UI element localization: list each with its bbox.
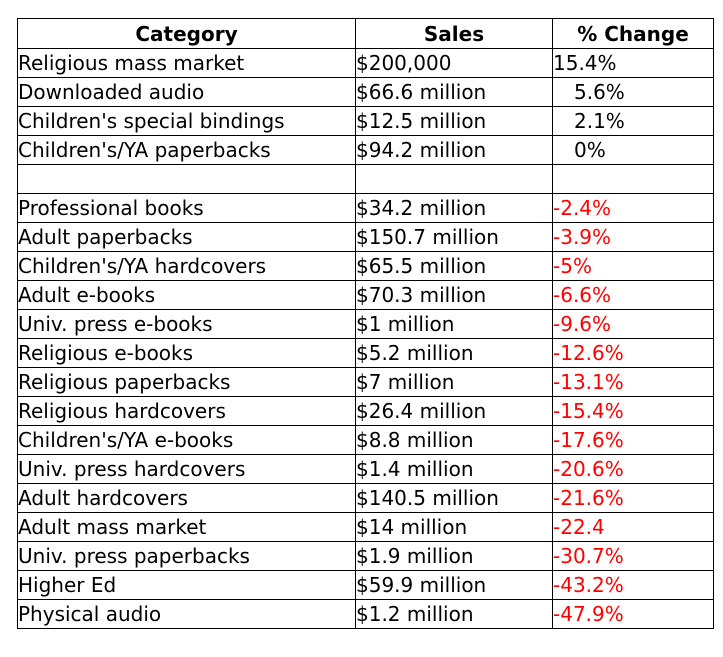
change-cell: -12.6% [552,338,714,368]
header-category: Category [17,18,356,49]
category-cell: Children's special bindings [17,106,356,136]
table-row: Adult mass market $14 million -22.4 [17,512,714,542]
header-change: % Change [552,18,714,49]
change-cell: 0% [552,135,714,165]
sales-cell: $59.9 million [355,570,553,600]
sales-cell: $7 million [355,367,553,397]
table-row: Adult e-books $70.3 million -6.6% [17,280,714,310]
table-row: Professional books $34.2 million -2.4% [17,193,714,223]
sales-cell: $1.4 million [355,454,553,484]
sales-cell: $12.5 million [355,106,553,136]
change-cell: -13.1% [552,367,714,397]
category-cell: Adult e-books [17,280,356,310]
sales-cell: $8.8 million [355,425,553,455]
table-row: Downloaded audio $66.6 million 5.6% [17,77,714,107]
category-cell: Children's/YA e-books [17,425,356,455]
change-cell: -3.9% [552,222,714,252]
change-cell: -20.6% [552,454,714,484]
table-row: Physical audio $1.2 million -47.9% [17,599,714,629]
sales-cell: $140.5 million [355,483,553,513]
sales-cell: $65.5 million [355,251,553,281]
table-row: Children's/YA paperbacks $94.2 million 0% [17,135,714,165]
table-row: Adult hardcovers $140.5 million -21.6% [17,483,714,513]
category-cell: Adult paperbacks [17,222,356,252]
change-cell: -15.4% [552,396,714,426]
change-cell: -30.7% [552,541,714,571]
sales-cell: $66.6 million [355,77,553,107]
sales-cell: $70.3 million [355,280,553,310]
change-cell: -6.6% [552,280,714,310]
category-cell: Children's/YA paperbacks [17,135,356,165]
header-sales: Sales [355,18,553,49]
category-cell: Univ. press hardcovers [17,454,356,484]
category-cell: Religious e-books [17,338,356,368]
table-row: Higher Ed $59.9 million -43.2% [17,570,714,600]
table-body: Religious mass market $200,000 15.4% Downlo… [17,48,714,629]
category-cell: Univ. press e-books [17,309,356,339]
category-cell: Adult hardcovers [17,483,356,513]
table-row: Univ. press e-books $1 million -9.6% [17,309,714,339]
header-row: Category Sales % Change [17,18,714,49]
table-row: Univ. press paperbacks $1.9 million -30.7% [17,541,714,571]
change-cell: -47.9% [552,599,714,629]
change-cell: 5.6% [552,77,714,107]
category-cell: Professional books [17,193,356,223]
sales-cell: $1 million [355,309,553,339]
table-row: Religious paperbacks $7 million -13.1% [17,367,714,397]
sales-cell [355,164,553,194]
change-cell: -2.4% [552,193,714,223]
table-row: Religious hardcovers $26.4 million -15.4% [17,396,714,426]
table-row: Religious mass market $200,000 15.4% [17,48,714,78]
sales-cell: $1.2 million [355,599,553,629]
sales-cell: $200,000 [355,48,553,78]
sales-cell: $150.7 million [355,222,553,252]
change-cell: 2.1% [552,106,714,136]
table-row: Children's special bindings $12.5 million… [17,106,714,136]
change-cell: -17.6% [552,425,714,455]
category-cell: Children's/YA hardcovers [17,251,356,281]
category-cell: Downloaded audio [17,77,356,107]
category-cell: Physical audio [17,599,356,629]
category-cell: Religious paperbacks [17,367,356,397]
category-cell: Religious mass market [17,48,356,78]
category-cell: Adult mass market [17,512,356,542]
table-row: Adult paperbacks $150.7 million -3.9% [17,222,714,252]
change-cell: -9.6% [552,309,714,339]
table-row: Children's/YA hardcovers $65.5 million -5% [17,251,714,281]
change-cell: -5% [552,251,714,281]
category-cell [17,164,356,194]
category-cell: Religious hardcovers [17,396,356,426]
table-row: Univ. press hardcovers $1.4 million -20.6% [17,454,714,484]
change-cell [552,164,714,194]
sales-cell: $26.4 million [355,396,553,426]
sales-cell: $14 million [355,512,553,542]
table-row: Religious e-books $5.2 million -12.6% [17,338,714,368]
category-cell: Univ. press paperbacks [17,541,356,571]
sales-cell: $34.2 million [355,193,553,223]
sales-table: Category Sales % Change Religious mass m… [17,18,714,629]
table-row: Children's/YA e-books $8.8 million -17.6% [17,425,714,455]
change-cell: -21.6% [552,483,714,513]
change-cell: -22.4 [552,512,714,542]
table-header: Category Sales % Change [17,18,714,49]
category-cell: Higher Ed [17,570,356,600]
table-row [17,164,714,194]
change-cell: 15.4% [552,48,714,78]
sales-cell: $1.9 million [355,541,553,571]
change-cell: -43.2% [552,570,714,600]
sales-cell: $5.2 million [355,338,553,368]
sales-cell: $94.2 million [355,135,553,165]
